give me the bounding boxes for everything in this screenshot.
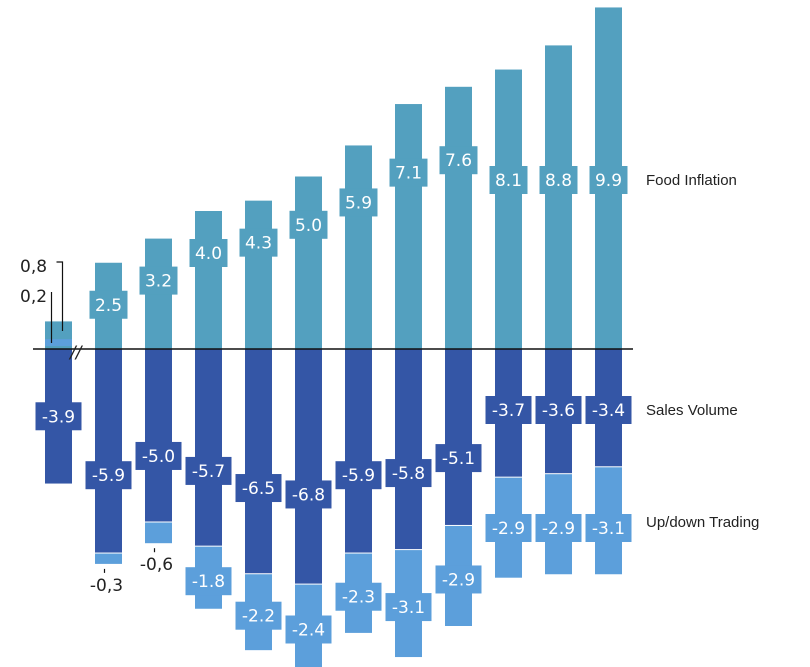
bar-sales-volume-1 <box>95 349 122 553</box>
label-food-inflation-7-box <box>389 158 428 187</box>
label-food-inflation-2-box <box>139 266 178 295</box>
bar-food-inflation-10 <box>545 45 572 350</box>
label-food-inflation-6-box <box>339 188 378 217</box>
label-up-down-trading-11-box <box>585 514 632 542</box>
label-up-down-trading-3: -1.8 <box>192 572 225 592</box>
label-sales-volume-10-box <box>535 396 582 424</box>
labels-layer: 0,80,2-3.92.5-5.9-0,33.2-5.0-0,64.0-5.7-… <box>20 146 632 644</box>
label-food-inflation-8: 7.6 <box>445 151 472 171</box>
bar-sales-volume-8 <box>445 349 472 525</box>
legend-up-down-trading: Up/down Trading <box>646 514 759 531</box>
label-sales-volume-0-box <box>35 402 82 431</box>
bars-layer <box>45 7 622 667</box>
label-food-inflation-10: 8.8 <box>545 171 572 191</box>
label-sales-volume-6: -5.9 <box>342 466 375 486</box>
label-sales-volume-11-box <box>585 396 632 424</box>
label-sales-volume-4: -6.5 <box>242 479 275 499</box>
label-food-inflation-3: 4.0 <box>195 244 222 264</box>
legend-food-inflation: Food Inflation <box>646 172 737 189</box>
bar-sales-volume-2 <box>145 349 172 522</box>
label-up-down-trading-0: 0,2 <box>20 287 47 307</box>
label-sales-volume-4-box <box>235 474 282 503</box>
label-sales-volume-11: -3.4 <box>592 401 625 421</box>
label-up-down-trading-4-box <box>235 601 282 630</box>
label-up-down-trading-3-box <box>185 567 232 596</box>
label-food-inflation-4-box <box>239 228 278 257</box>
label-up-down-trading-8-box <box>435 565 482 594</box>
label-sales-volume-5: -6.8 <box>292 485 325 505</box>
label-up-down-trading-10-box <box>535 514 582 542</box>
label-up-down-trading-8: -2.9 <box>442 570 475 590</box>
label-food-inflation-7: 7.1 <box>395 164 422 184</box>
label-sales-volume-0: -3.9 <box>42 407 75 427</box>
label-food-inflation-4: 4.3 <box>245 234 272 254</box>
label-food-inflation-10-box <box>539 166 578 194</box>
label-food-inflation-9: 8.1 <box>495 171 522 191</box>
label-sales-volume-1-box <box>85 461 132 490</box>
label-up-down-trading-5-box <box>285 615 332 644</box>
label-sales-volume-5-box <box>285 480 332 509</box>
label-sales-volume-7: -5.8 <box>392 464 425 484</box>
label-up-down-trading-6-box <box>335 582 382 611</box>
bar-sales-volume-4 <box>245 349 272 574</box>
label-food-inflation-5: 5.0 <box>295 216 322 236</box>
label-food-inflation-11: 9.9 <box>595 171 622 191</box>
label-sales-volume-6-box <box>335 461 382 490</box>
label-food-inflation-11-box <box>589 166 628 194</box>
label-up-down-trading-9-box <box>485 514 532 542</box>
label-up-down-trading-10: -2.9 <box>542 519 575 539</box>
axis-break-mark: // <box>68 343 84 363</box>
label-up-down-trading-9: -2.9 <box>492 519 525 539</box>
label-up-down-trading-1: -0,3 <box>90 576 123 596</box>
label-up-down-trading-6: -2.3 <box>342 588 375 608</box>
label-food-inflation-8-box <box>439 146 478 175</box>
label-up-down-trading-11: -3.1 <box>592 519 625 539</box>
bar-up-down-trading-1 <box>95 553 122 564</box>
label-food-inflation-1: 2.5 <box>95 296 122 316</box>
label-sales-volume-2-box <box>135 441 182 470</box>
label-food-inflation-9-box <box>489 166 528 194</box>
label-food-inflation-5-box <box>289 210 328 239</box>
label-up-down-trading-2: -0,6 <box>140 555 173 575</box>
bar-food-inflation-5 <box>295 176 322 349</box>
bar-food-inflation-4 <box>245 200 272 349</box>
label-sales-volume-8-box <box>435 444 482 473</box>
label-up-down-trading-5: -2.4 <box>292 621 325 641</box>
label-sales-volume-3-box <box>185 456 232 485</box>
bar-sales-volume-3 <box>195 349 222 546</box>
bar-food-inflation-3 <box>195 211 222 349</box>
label-food-inflation-1-box <box>89 290 128 319</box>
label-sales-volume-3: -5.7 <box>192 462 225 482</box>
bar-food-inflation-6 <box>345 145 372 349</box>
label-sales-volume-9: -3.7 <box>492 401 525 421</box>
label-up-down-trading-7-box <box>385 593 432 622</box>
label-sales-volume-8: -5.1 <box>442 449 475 469</box>
label-food-inflation-0: 0,8 <box>20 257 47 277</box>
bar-food-inflation-7 <box>395 104 422 349</box>
bar-sales-volume-6 <box>345 349 372 553</box>
label-food-inflation-2: 3.2 <box>145 272 172 292</box>
label-sales-volume-7-box <box>385 459 432 488</box>
bar-up-down-trading-2 <box>145 522 172 544</box>
label-sales-volume-10: -3.6 <box>542 401 575 421</box>
label-up-down-trading-4: -2.2 <box>242 607 275 627</box>
label-food-inflation-6: 5.9 <box>345 193 372 213</box>
label-sales-volume-9-box <box>485 396 532 424</box>
bar-sales-volume-7 <box>395 349 422 550</box>
label-food-inflation-3-box <box>189 239 228 267</box>
bar-up-down-trading-0 <box>45 339 72 346</box>
label-up-down-trading-7: -3.1 <box>392 598 425 618</box>
bar-food-inflation-8 <box>445 86 472 350</box>
label-sales-volume-1: -5.9 <box>92 466 125 486</box>
legend-sales-volume: Sales Volume <box>646 402 738 419</box>
label-sales-volume-2: -5.0 <box>142 447 175 467</box>
bar-food-inflation-9 <box>495 69 522 350</box>
bar-sales-volume-5 <box>295 349 322 584</box>
leader-food-inflation-0 <box>56 261 64 331</box>
